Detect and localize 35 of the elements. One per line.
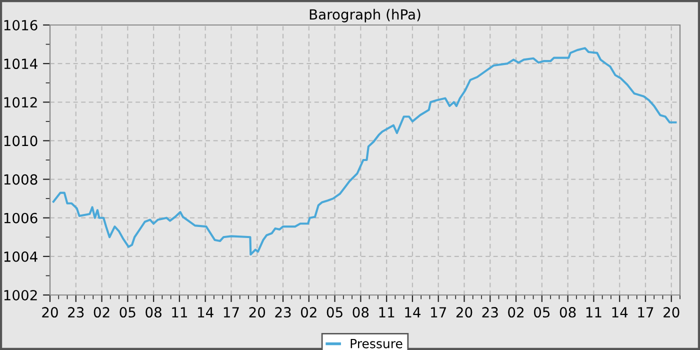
y-tick-label: 1016 [4, 20, 38, 30]
x-tick-label: 20 [456, 307, 472, 318]
x-tick-label: 14 [198, 307, 214, 318]
y-tick-label: 1002 [4, 290, 37, 300]
x-tick-label: 05 [534, 307, 550, 318]
x-tick-label: 23 [68, 307, 84, 318]
x-tick-label: 20 [42, 307, 58, 318]
chart-title: Barograph (hPa) [310, 8, 420, 22]
x-tick-label: 23 [275, 307, 291, 318]
y-tick-label: 1004 [4, 251, 38, 262]
x-tick-label: 11 [172, 307, 188, 318]
x-tick-label: 20 [664, 307, 680, 318]
x-tick-label: 02 [300, 307, 316, 318]
x-tick-label: 05 [120, 307, 136, 318]
x-tick-label: 02 [508, 307, 524, 318]
x-tick-label: 14 [612, 307, 628, 318]
x-tick-label: 14 [405, 307, 421, 318]
x-tick-label: 23 [482, 307, 498, 318]
x-tick-label: 17 [431, 307, 446, 318]
x-tick-label: 17 [638, 307, 654, 318]
x-tick-label: 17 [224, 307, 239, 318]
y-tick-label: 1008 [4, 174, 38, 185]
x-tick-label: 11 [379, 307, 394, 318]
x-tick-label: 05 [326, 307, 342, 318]
x-tick-label: 08 [352, 307, 369, 318]
x-tick-label: 08 [560, 307, 576, 318]
y-tick-label: 1014 [4, 58, 38, 70]
legend-label: Pressure [350, 339, 402, 348]
x-tick-label: 11 [586, 307, 602, 318]
y-tick-label: 1006 [4, 212, 38, 224]
x-tick-label: 02 [94, 307, 110, 318]
x-tick-label: 08 [146, 307, 162, 318]
x-tick-label: 20 [249, 307, 266, 318]
y-tick-label: 1012 [4, 97, 37, 108]
y-tick-label: 1010 [4, 136, 38, 146]
